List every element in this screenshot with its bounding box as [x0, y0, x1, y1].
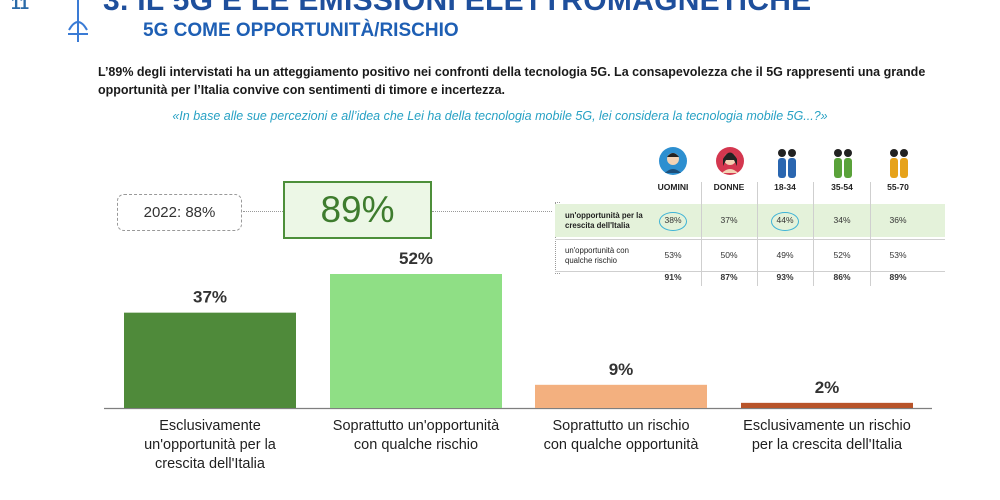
table-cell: 86% [833, 272, 851, 282]
group-icon [884, 146, 914, 180]
category-label-line: Soprattutto un'opportunità [332, 418, 500, 434]
table-row: un'opportunità per la crescita dell'Itali… [555, 204, 945, 237]
table-divider [813, 182, 814, 286]
table-row-label-line: un'opportunità con [565, 246, 629, 255]
table-divider [701, 182, 702, 286]
category-label-line: con qualche rischio [353, 437, 479, 453]
category-label: Soprattutto un'opportunità con qualche ri… [316, 417, 516, 455]
bar-value-label: 2% [815, 378, 840, 397]
man-icon [658, 146, 688, 180]
bar [330, 274, 502, 408]
table-bracket [555, 202, 560, 274]
table-column-header: DONNE [713, 182, 745, 192]
table-cell: 87% [720, 272, 738, 282]
table-row-label-line: qualche rischio [565, 256, 618, 265]
table-cell: 89% [889, 272, 907, 282]
category-label-line: Esclusivamente un rischio [743, 418, 911, 434]
page-subtitle: 5G COME OPPORTUNITÀ/RISCHIO [143, 20, 459, 41]
table-row: un'opportunità con qualche rischio 53% 50% 4… [555, 239, 945, 272]
highlight-circle [771, 212, 799, 231]
table-column-header: 18-34 [774, 182, 796, 192]
category-label: Soprattutto un rischio con qualche opport… [521, 417, 721, 455]
table-cell: 37% [720, 215, 738, 225]
group-icon [828, 146, 858, 180]
previous-year-box: 2022: 88% [117, 194, 242, 231]
table-row: 91% 87% 93% 86% 89% [555, 271, 945, 285]
bar-value-label: 52% [399, 249, 433, 268]
table-row-label-line: crescita dell'Italia [565, 221, 630, 230]
page-number: 11 [11, 0, 29, 13]
table-divider [870, 182, 871, 286]
table-row-label-line: un'opportunità per la [565, 211, 643, 220]
connector-line [432, 211, 552, 212]
table-cell: 93% [776, 272, 794, 282]
table-cell: 34% [833, 215, 851, 225]
table-cell: 36% [889, 215, 907, 225]
previous-year-label: 2022: 88% [143, 204, 216, 221]
category-label: Esclusivamente un rischio per la crescita… [727, 417, 927, 455]
bar [741, 402, 913, 408]
table-cell: 50% [720, 250, 738, 260]
table-cell: 52% [833, 250, 851, 260]
bar-value-label: 37% [193, 288, 227, 307]
page-title: 3. IL 5G E LE EMISSIONI ELETTROMAGNETICH… [103, 0, 812, 17]
logo-icon [68, 0, 88, 42]
woman-icon [715, 146, 745, 180]
table-column-header: UOMINI [657, 182, 689, 192]
table-cell: 53% [664, 250, 682, 260]
survey-question: «In base alle sue percezioni e all’idea … [172, 109, 828, 123]
table-row-label: un'opportunità con qualche rischio [565, 246, 665, 266]
bar-value-label: 9% [609, 360, 634, 379]
category-label-line: con qualche opportunità [543, 437, 699, 453]
category-label-line: crescita dell'Italia [155, 456, 265, 472]
connector-line [243, 211, 283, 212]
table-divider [757, 182, 758, 286]
total-positive-box: 89% [283, 181, 432, 239]
bar [124, 312, 296, 408]
table-column-header: 55-70 [887, 182, 909, 192]
intro-text: L’89% degli intervistati ha un atteggiam… [98, 65, 926, 97]
category-label-line: per la crescita dell'Italia [751, 437, 903, 453]
category-label-line: un'opportunità per la [144, 437, 276, 453]
table-cell: 49% [776, 250, 794, 260]
table-column-header: 35-54 [831, 182, 853, 192]
category-label: Esclusivamente un'opportunità per la cresc… [110, 417, 310, 474]
total-positive-value: 89% [320, 189, 395, 230]
highlight-circle [659, 212, 687, 231]
category-label-line: Soprattutto un rischio [552, 418, 690, 434]
table-cell: 91% [664, 272, 682, 282]
table-cell: 53% [889, 250, 907, 260]
category-label-line: Esclusivamente [159, 418, 261, 434]
group-icon [772, 146, 802, 180]
bar [535, 384, 707, 408]
table-row-label: un'opportunità per la crescita dell'Itali… [565, 211, 665, 231]
